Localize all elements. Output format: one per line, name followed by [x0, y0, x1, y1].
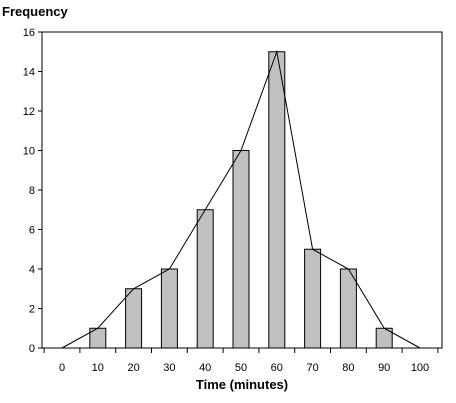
y-tick-label: 14	[23, 67, 35, 79]
y-tick-label: 6	[29, 225, 35, 237]
bar-40	[196, 209, 214, 349]
y-tick-label: 16	[23, 27, 35, 39]
bar-20	[125, 288, 143, 349]
bar-70	[304, 248, 322, 349]
bar-50	[232, 150, 250, 349]
y-tick-label: 0	[29, 343, 35, 355]
x-axis-title: Time (minutes)	[195, 377, 289, 392]
x-tick-label: 30	[163, 362, 175, 374]
x-tick-label: 10	[92, 362, 104, 374]
frequency-polygon-line	[61, 49, 421, 349]
x-tick-label: 60	[271, 362, 283, 374]
x-tick-label: 80	[342, 362, 354, 374]
y-axis-title: Frequency	[2, 4, 68, 19]
y-tick-label: 2	[29, 304, 35, 316]
x-tick-label: 100	[411, 362, 429, 374]
y-tick-label: 4	[29, 264, 35, 276]
y-tick-label: 10	[23, 146, 35, 158]
x-tick-label: 40	[199, 362, 211, 374]
x-tick-label: 0	[59, 362, 65, 374]
y-tick-label: 8	[29, 185, 35, 197]
x-tick-label: 90	[378, 362, 390, 374]
x-tick-label: 70	[306, 362, 318, 374]
x-tick-label: 50	[235, 362, 247, 374]
bar-60	[268, 51, 286, 349]
bar-80	[339, 268, 357, 349]
y-tick-label: 12	[23, 106, 35, 118]
bar-30	[160, 268, 178, 349]
x-tick-label: 20	[127, 362, 139, 374]
